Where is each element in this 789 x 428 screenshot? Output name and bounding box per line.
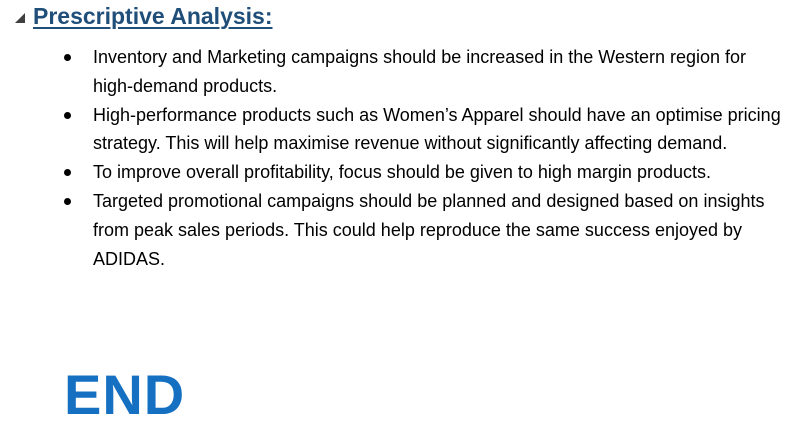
bullet-item: Inventory and Marketing campaigns should… <box>0 43 789 101</box>
section-heading-row: Prescriptive Analysis: <box>14 0 273 32</box>
bullet-text[interactable]: Inventory and Marketing campaigns should… <box>93 47 747 96</box>
end-title: END <box>64 363 186 426</box>
bullet-dot-icon <box>64 111 71 119</box>
bullet-text[interactable]: High-performance products such as Women’… <box>93 104 781 154</box>
bullet-dot-icon <box>64 197 71 205</box>
collapse-triangle-icon[interactable] <box>14 12 26 24</box>
bullet-text[interactable]: To improve overall profitability, focus … <box>93 162 711 183</box>
bullet-dot-icon <box>64 54 71 61</box>
section-heading: Prescriptive Analysis: <box>33 2 273 29</box>
bullet-item: Targeted promotional campaigns should be… <box>0 187 789 273</box>
bullet-dot-icon <box>64 169 71 177</box>
bullet-text[interactable]: Targeted promotional campaigns should be… <box>93 190 765 269</box>
bullet-list: Inventory and Marketing campaigns should… <box>0 43 789 273</box>
bullet-item: High-performance products such as Women’… <box>0 101 789 159</box>
bullet-item: To improve overall profitability, focus … <box>0 158 789 187</box>
